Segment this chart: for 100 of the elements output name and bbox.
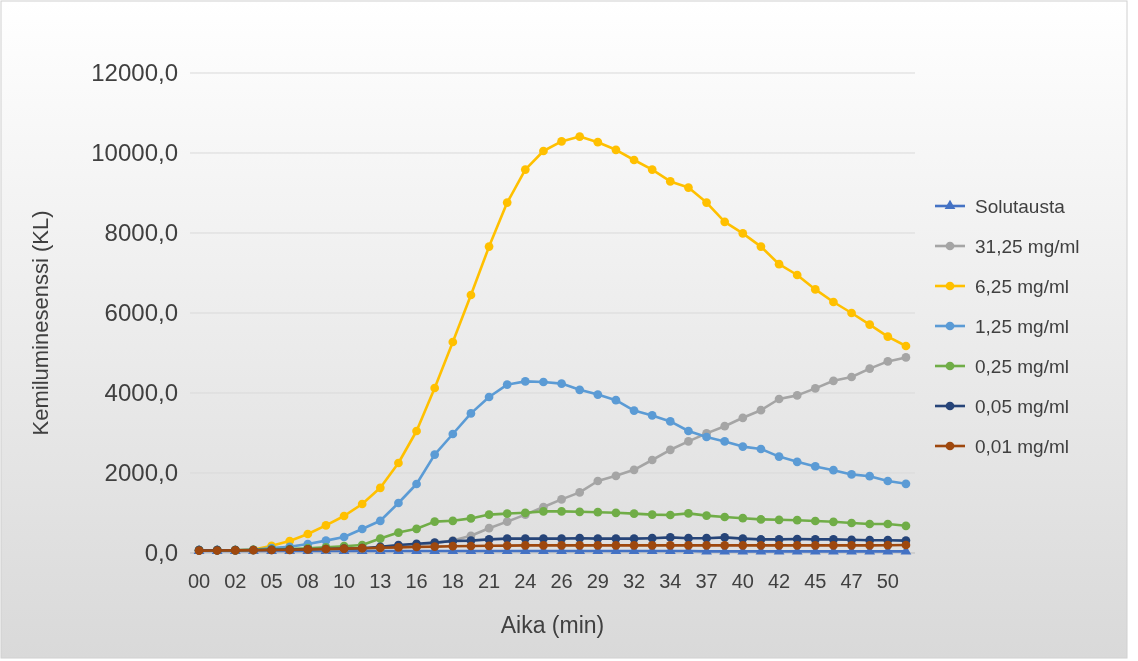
- y-tick-label: 4000,0: [104, 379, 178, 407]
- point: [702, 533, 711, 543]
- point: [865, 519, 875, 529]
- point: [394, 458, 403, 468]
- y-tick-label: 6000,0: [104, 299, 178, 327]
- point: [611, 508, 621, 518]
- point: [430, 383, 440, 393]
- point: [484, 541, 494, 551]
- point: [774, 541, 784, 550]
- point: [810, 384, 820, 393]
- point: [539, 541, 548, 550]
- point: [647, 165, 657, 174]
- point: [539, 377, 548, 387]
- point: [647, 455, 657, 465]
- legend-label: 31,25 mg/ml: [975, 235, 1080, 257]
- point: [629, 155, 639, 165]
- x-tick-label: 00: [187, 570, 211, 592]
- point: [339, 532, 349, 542]
- point: [593, 541, 603, 550]
- point: [466, 409, 476, 418]
- point: [774, 452, 784, 461]
- point: [339, 511, 349, 521]
- legend-label: Solutausta: [975, 195, 1066, 217]
- point: [575, 488, 585, 497]
- x-tick-label: 32: [622, 570, 646, 592]
- point: [629, 465, 639, 475]
- point: [629, 406, 639, 415]
- point: [394, 528, 403, 537]
- x-tick-label: 37: [695, 570, 718, 592]
- point: [502, 198, 512, 207]
- point: [539, 534, 548, 543]
- point: [883, 519, 893, 529]
- point: [665, 417, 675, 426]
- point: [303, 529, 313, 539]
- point: [665, 533, 675, 542]
- y-tick-label: 8000,0: [104, 219, 178, 247]
- point: [412, 524, 421, 534]
- point: [448, 429, 458, 439]
- point: [430, 450, 440, 459]
- point: [684, 533, 693, 543]
- point: [430, 542, 440, 551]
- point: [575, 541, 585, 550]
- point: [412, 479, 421, 489]
- point: [720, 217, 730, 227]
- point: [484, 523, 494, 533]
- point: [375, 483, 385, 493]
- point: [865, 471, 875, 481]
- point: [357, 524, 367, 534]
- point: [756, 242, 766, 251]
- point: [702, 541, 711, 550]
- point: [702, 511, 711, 520]
- x-tick-label: 13: [369, 570, 392, 592]
- y-tick-label: 12000,0: [91, 59, 178, 87]
- y-tick-label: 10000,0: [91, 139, 178, 167]
- point: [792, 270, 802, 280]
- point: [684, 541, 693, 550]
- x-tick-label: 26: [550, 570, 573, 592]
- x-tick-label: 10: [332, 570, 356, 592]
- x-tick-label: 34: [659, 570, 682, 592]
- point: [901, 540, 911, 550]
- point: [557, 534, 566, 543]
- point: [575, 507, 585, 517]
- legend-label: 0,05 mg/ml: [975, 395, 1069, 417]
- x-tick-label: 05: [260, 570, 283, 592]
- point: [557, 137, 566, 146]
- point: [484, 242, 494, 251]
- point: [611, 145, 621, 155]
- point: [883, 332, 893, 341]
- point: [810, 285, 820, 294]
- point: [774, 259, 784, 269]
- point: [466, 290, 476, 300]
- point: [720, 512, 730, 522]
- point: [756, 515, 766, 524]
- point: [720, 541, 730, 550]
- point: [792, 391, 802, 400]
- point: [865, 364, 875, 373]
- point: [865, 320, 875, 329]
- point: [847, 308, 856, 318]
- point: [557, 541, 566, 550]
- point: [557, 495, 566, 504]
- point: [502, 380, 512, 389]
- legend-label: 1,25 mg/ml: [975, 315, 1069, 337]
- point: [647, 510, 657, 519]
- point: [647, 541, 657, 550]
- point: [810, 462, 820, 471]
- point: [448, 516, 458, 526]
- x-tick-label: 16: [405, 570, 428, 592]
- x-tick-label: 40: [731, 570, 754, 592]
- point: [829, 465, 838, 475]
- point: [738, 541, 748, 550]
- point: [375, 516, 385, 526]
- point: [484, 510, 494, 519]
- point: [738, 413, 748, 423]
- point: [847, 372, 856, 382]
- point: [484, 392, 494, 402]
- y-tick-label: 0,0: [144, 539, 178, 567]
- point: [810, 541, 820, 550]
- x-tick-label: 21: [477, 570, 501, 592]
- point: [738, 442, 748, 451]
- point: [865, 541, 875, 550]
